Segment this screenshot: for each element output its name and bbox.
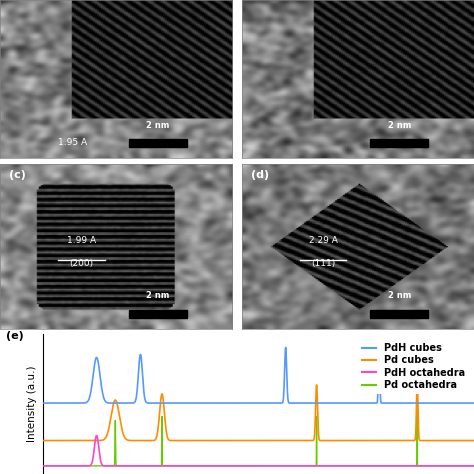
Text: 2 nm: 2 nm bbox=[388, 121, 411, 130]
Bar bbox=[370, 310, 428, 318]
Text: 2 nm: 2 nm bbox=[146, 291, 170, 300]
Text: 2.29 A: 2.29 A bbox=[309, 236, 337, 245]
Legend: PdH cubes, Pd cubes, PdH octahedra, Pd octahedra: PdH cubes, Pd cubes, PdH octahedra, Pd o… bbox=[358, 339, 469, 394]
Text: (e): (e) bbox=[6, 331, 24, 341]
Bar bbox=[370, 139, 428, 147]
Text: (c): (c) bbox=[9, 170, 26, 180]
Text: 1.99 A: 1.99 A bbox=[67, 236, 96, 245]
Text: 2 nm: 2 nm bbox=[146, 121, 170, 130]
Text: 2 nm: 2 nm bbox=[388, 291, 411, 300]
Text: 1.95 A: 1.95 A bbox=[58, 138, 87, 147]
Y-axis label: Intensity (a.u.): Intensity (a.u.) bbox=[27, 366, 37, 442]
Text: (d): (d) bbox=[251, 170, 269, 180]
Bar bbox=[129, 310, 187, 318]
Text: (200): (200) bbox=[69, 259, 93, 268]
Text: (111): (111) bbox=[311, 259, 335, 268]
Bar bbox=[129, 139, 187, 147]
